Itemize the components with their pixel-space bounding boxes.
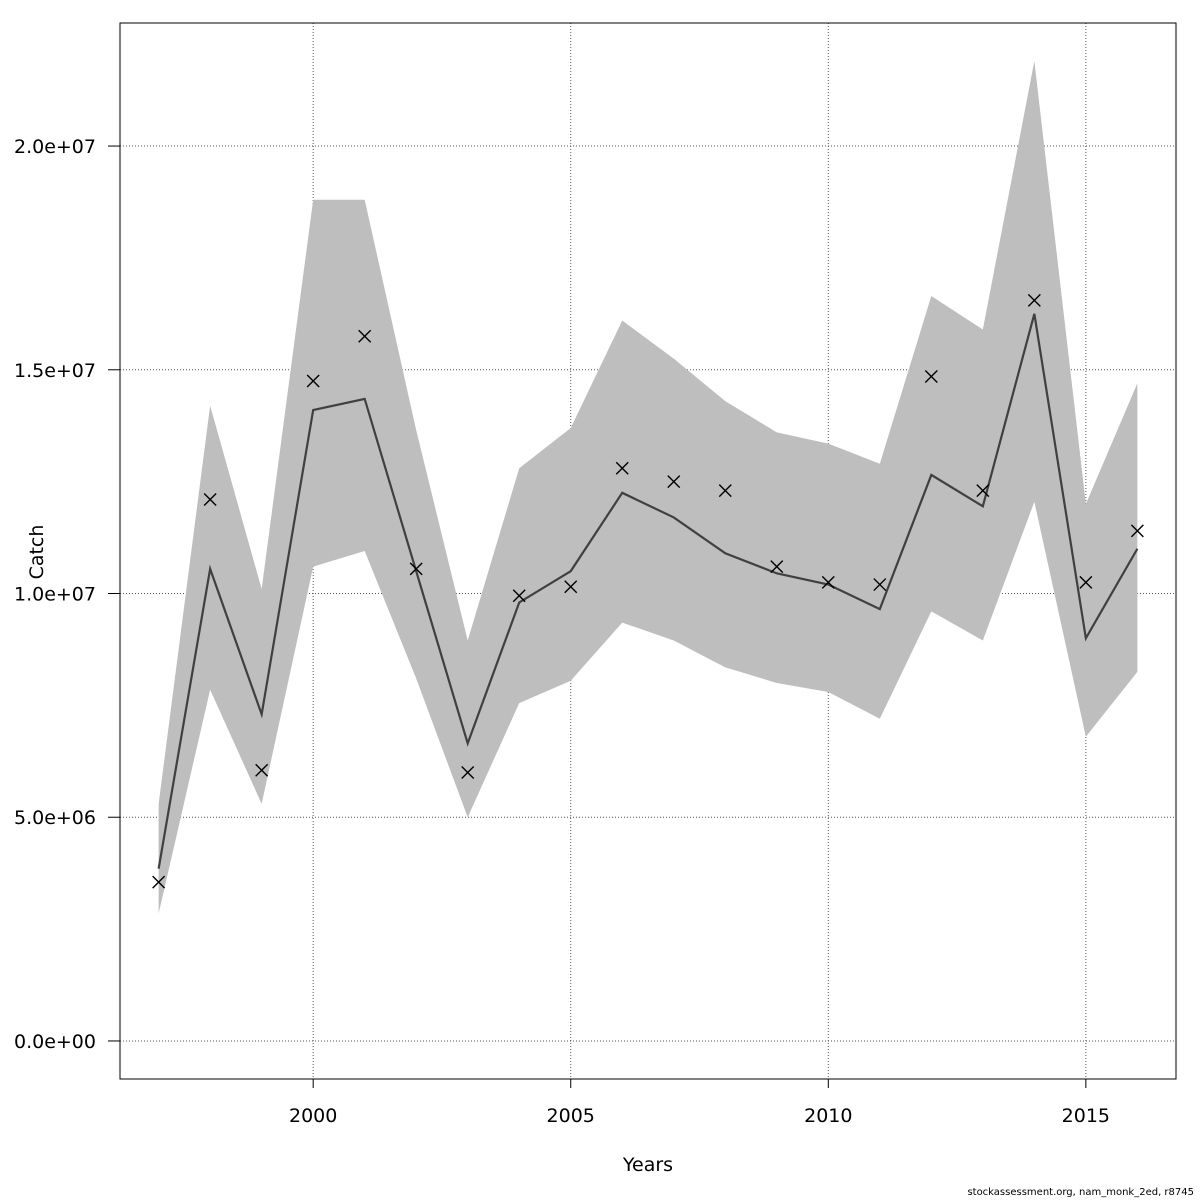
observed-point [1079, 575, 1093, 589]
footer-credit: stockassessment.org, nam_monk_2ed, r8745 [967, 1187, 1194, 1198]
observed-point [203, 493, 217, 507]
observed-point [461, 765, 475, 779]
observed-point [409, 562, 423, 576]
x-tick-label: 2010 [804, 1105, 852, 1127]
observed-point [873, 578, 887, 592]
observed-point [152, 875, 166, 889]
observed-point [358, 329, 372, 343]
observed-point [564, 580, 578, 594]
observed-point [512, 589, 526, 603]
observed-point [615, 461, 629, 475]
x-axis-label: Years [622, 1154, 673, 1176]
confidence-band [158, 61, 1138, 914]
observed-point [255, 763, 269, 777]
observed-point [924, 369, 938, 383]
y-tick-label: 0.0e+00 [14, 1031, 96, 1053]
x-tick-label: 2015 [1062, 1105, 1110, 1127]
axes [119, 22, 1177, 1080]
confidence-band-area [158, 61, 1138, 914]
y-tick-label: 2.0e+07 [14, 136, 96, 158]
y-axis-label: Catch [26, 525, 48, 580]
observed-point [667, 475, 681, 489]
x-tick-label: 2005 [547, 1105, 595, 1127]
observed-point [770, 560, 784, 574]
observed-point [821, 575, 835, 589]
observed-point [306, 374, 320, 388]
plot-frame [119, 22, 1177, 1080]
observed-points [152, 293, 1144, 889]
observed-point [976, 484, 990, 498]
observed-point [718, 484, 732, 498]
y-tick-label: 1.5e+07 [14, 360, 96, 382]
y-tick-label: 1.0e+07 [14, 584, 96, 606]
observed-point [1027, 293, 1041, 307]
estimate-line [157, 313, 1139, 869]
x-axis-ticks: 2000 2005 2010 2015 [289, 1079, 1110, 1127]
observed-point [1130, 524, 1144, 538]
y-tick-label: 5.0e+06 [14, 807, 96, 829]
estimate-line-path [157, 313, 1139, 869]
y-axis-ticks: 0.0e+00 5.0e+06 1.0e+07 1.5e+07 2.0e+07 [14, 136, 120, 1053]
x-tick-label: 2000 [289, 1105, 337, 1127]
